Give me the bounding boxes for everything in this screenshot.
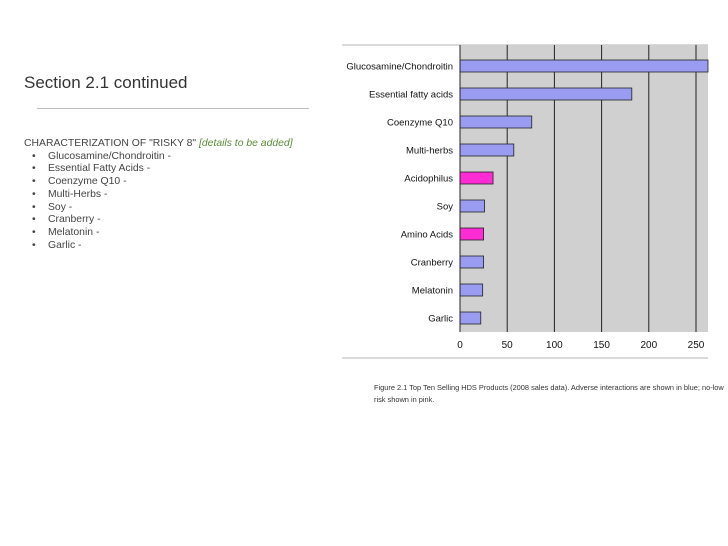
list-item: Coenzyme Q10 - <box>24 176 334 189</box>
category-label: Cranberry <box>411 258 453 269</box>
list-item: Glucosamine/Chondroitin - <box>24 151 334 164</box>
category-label: Acidophilus <box>404 174 453 185</box>
bar <box>459 199 485 213</box>
bar <box>459 255 485 269</box>
category-label: Coenzyme Q10 <box>387 118 453 129</box>
list-item: Melatonin - <box>24 227 334 240</box>
details-note: [details to be added] <box>199 138 293 149</box>
x-tick-label: 250 <box>688 340 705 351</box>
category-label: Glucosamine/Chondroitin <box>346 62 453 73</box>
list-item: Garlic - <box>24 240 334 253</box>
list-item: Multi-Herbs - <box>24 189 334 202</box>
characterization-heading: CHARACTERIZATION OF "RISKY 8" [details t… <box>24 138 334 151</box>
bar <box>459 227 485 241</box>
bar <box>459 311 482 325</box>
x-tick-label: 50 <box>502 340 514 351</box>
category-label: Garlic <box>428 314 453 325</box>
category-label: Multi-herbs <box>406 146 453 157</box>
list-item: Essential Fatty Acids - <box>24 163 334 176</box>
x-tick-label: 100 <box>546 340 563 351</box>
characterization-heading-text: CHARACTERIZATION OF "RISKY 8" <box>24 138 197 149</box>
list-item: Soy - <box>24 202 334 215</box>
bar <box>459 283 484 297</box>
bar <box>459 171 494 185</box>
category-label: Amino Acids <box>401 230 454 241</box>
bar <box>459 59 709 73</box>
bar <box>459 143 515 157</box>
figure-caption: Figure 2.1 Top Ten Selling HDS Products … <box>374 383 724 404</box>
list-item: Cranberry - <box>24 214 334 227</box>
slide-title: Section 2.1 continued <box>24 73 188 92</box>
x-tick-label: 150 <box>593 340 610 351</box>
x-tick-label: 0 <box>457 340 463 351</box>
characterization-block: CHARACTERIZATION OF "RISKY 8" [details t… <box>24 138 334 252</box>
category-label: Melatonin <box>412 286 453 297</box>
bar <box>459 87 633 101</box>
category-label: Soy <box>437 202 454 213</box>
category-label: Essential fatty acids <box>369 90 453 101</box>
x-tick-label: 200 <box>640 340 657 351</box>
bar <box>459 115 533 129</box>
title-divider <box>37 108 309 109</box>
risky-list: Glucosamine/Chondroitin - Essential Fatt… <box>24 151 334 253</box>
